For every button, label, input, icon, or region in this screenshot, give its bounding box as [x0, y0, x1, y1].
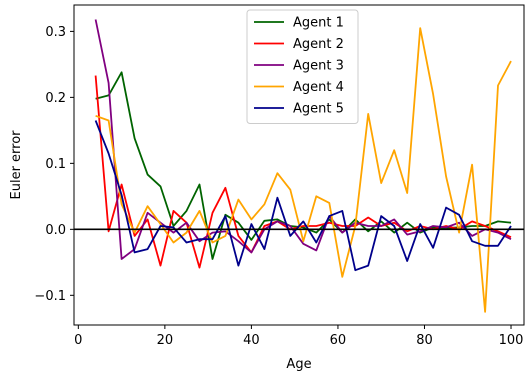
y-tick-label: −0.1 — [34, 289, 66, 304]
legend-label: Agent 4 — [293, 80, 344, 95]
y-tick-label: 0.2 — [45, 91, 66, 106]
legend: Agent 1 Agent 2 Agent 3 Agent 4 Agent 5 — [246, 9, 359, 124]
x-tick-label: 40 — [243, 333, 260, 348]
x-tick-label: 20 — [157, 333, 174, 348]
y-tick-label: 0.0 — [45, 223, 66, 238]
x-axis-ticks: 0 20 40 60 80 100 — [74, 325, 523, 348]
y-tick-label: 0.1 — [45, 157, 66, 172]
x-tick-label: 100 — [499, 333, 524, 348]
x-tick-label: 60 — [330, 333, 347, 348]
plot-frame — [73, 4, 525, 326]
x-tick-label: 0 — [74, 333, 82, 348]
series-line-4 — [95, 27, 512, 313]
legend-label: Agent 2 — [293, 37, 344, 52]
y-axis-label: Euler error — [9, 130, 24, 200]
x-tick-label: 80 — [416, 333, 433, 348]
legend-label: Agent 3 — [293, 59, 344, 74]
y-axis-ticks: −0.1 0.0 0.1 0.2 0.3 — [34, 25, 74, 304]
legend-label: Agent 5 — [293, 102, 344, 117]
series-layer — [94, 19, 512, 313]
series-line-5 — [94, 120, 512, 272]
legend-box — [246, 9, 359, 124]
legend-label: Agent 1 — [293, 16, 344, 31]
x-axis-label: Age — [286, 357, 311, 372]
y-tick-label: 0.3 — [45, 25, 66, 40]
